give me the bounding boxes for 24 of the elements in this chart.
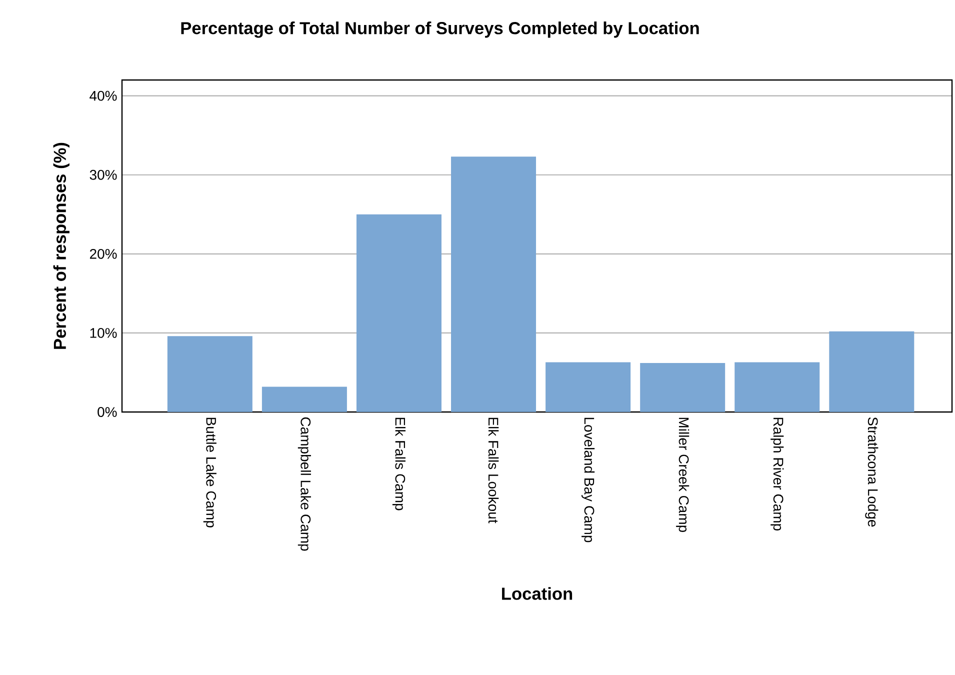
y-tick-label: 20%	[90, 248, 117, 259]
x-tick-label: Buttle Lake Camp	[203, 418, 216, 528]
bar	[734, 362, 820, 412]
x-tick-label: Miller Creek Camp	[676, 418, 690, 532]
y-tick-label: 10%	[90, 328, 117, 338]
bar	[167, 336, 252, 412]
bar	[546, 362, 631, 412]
x-axis-title: Location	[502, 587, 572, 600]
x-tick-label: Strathcona Lodge	[865, 417, 878, 527]
x-tick-label: Ralph River Camp	[770, 418, 784, 530]
x-tick-label: Elk Falls Lookout	[488, 418, 499, 524]
bar	[451, 156, 536, 412]
x-tick-label: Loveland Bay Camp	[582, 418, 595, 542]
bar	[640, 362, 726, 412]
x-tick-label: Campbell Lake Camp	[298, 417, 311, 551]
y-tick-label: 30%	[90, 170, 117, 180]
y-axis-title: Percent of responses (%)	[53, 142, 70, 349]
y-tick-label: 0%	[98, 407, 117, 417]
bar	[262, 386, 347, 412]
y-tick-label: 40%	[90, 90, 117, 101]
bar	[356, 214, 442, 412]
x-tick-label: Elk Falls Camp	[392, 418, 406, 510]
chart-title: Percentage of Total Number of Surveys Completed by Location	[181, 22, 699, 38]
bar	[829, 331, 914, 412]
